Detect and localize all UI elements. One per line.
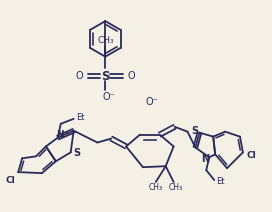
Text: Cl: Cl — [5, 176, 15, 184]
Text: Cl: Cl — [247, 151, 257, 160]
Text: S: S — [191, 126, 198, 136]
Text: S: S — [101, 70, 110, 83]
Text: O: O — [76, 71, 84, 81]
Text: CH₃: CH₃ — [97, 36, 114, 45]
Text: O⁻: O⁻ — [103, 92, 116, 102]
Text: O⁻: O⁻ — [146, 97, 158, 107]
Text: N: N — [201, 154, 209, 164]
Text: N⁺: N⁺ — [56, 130, 68, 139]
Text: CH₃: CH₃ — [149, 183, 163, 192]
Text: Et: Et — [216, 177, 224, 186]
Text: S: S — [73, 148, 80, 158]
Text: CH₃: CH₃ — [169, 183, 183, 192]
Text: Et: Et — [76, 113, 85, 122]
Text: O: O — [127, 71, 135, 81]
